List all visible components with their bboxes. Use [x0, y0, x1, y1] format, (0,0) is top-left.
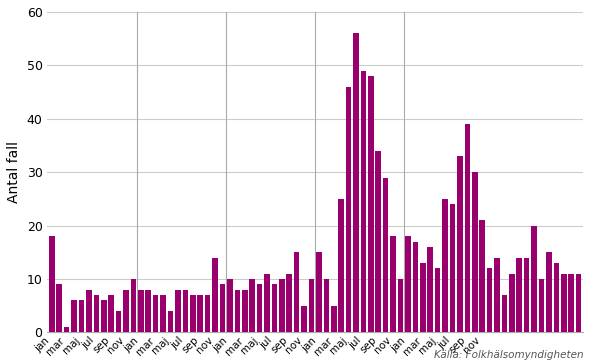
Bar — [64, 327, 70, 332]
Bar — [353, 33, 359, 332]
Bar — [360, 71, 366, 332]
Bar — [227, 279, 232, 332]
Bar — [182, 290, 188, 332]
Bar — [153, 295, 159, 332]
Bar — [287, 274, 292, 332]
Bar — [49, 236, 55, 332]
Bar — [383, 178, 388, 332]
Bar — [190, 295, 195, 332]
Bar — [257, 284, 263, 332]
Bar — [212, 258, 218, 332]
Bar — [309, 279, 314, 332]
Bar — [294, 252, 300, 332]
Bar — [146, 290, 151, 332]
Bar — [450, 204, 455, 332]
Bar — [502, 295, 507, 332]
Bar — [57, 284, 62, 332]
Bar — [420, 263, 425, 332]
Bar — [339, 199, 344, 332]
Bar — [375, 151, 381, 332]
Bar — [130, 279, 136, 332]
Bar — [331, 306, 336, 332]
Bar — [271, 284, 277, 332]
Bar — [116, 311, 122, 332]
Bar — [86, 290, 91, 332]
Bar — [301, 306, 307, 332]
Bar — [279, 279, 284, 332]
Bar — [568, 274, 574, 332]
Bar — [168, 311, 173, 332]
Bar — [479, 220, 485, 332]
Bar — [516, 258, 522, 332]
Bar — [442, 199, 448, 332]
Bar — [250, 279, 255, 332]
Bar — [398, 279, 404, 332]
Bar — [509, 274, 514, 332]
Bar — [219, 284, 225, 332]
Bar — [435, 268, 440, 332]
Bar — [539, 279, 545, 332]
Bar — [561, 274, 566, 332]
Bar — [368, 76, 373, 332]
Bar — [391, 236, 396, 332]
Bar — [532, 226, 537, 332]
Bar — [487, 268, 492, 332]
Bar — [123, 290, 129, 332]
Bar — [494, 258, 500, 332]
Text: Källa: Folkhälsomyndigheten: Källa: Folkhälsomyndigheten — [434, 351, 584, 360]
Y-axis label: Antal fall: Antal fall — [7, 141, 21, 203]
Bar — [138, 290, 143, 332]
Bar — [71, 300, 77, 332]
Bar — [205, 295, 211, 332]
Bar — [524, 258, 529, 332]
Bar — [546, 252, 552, 332]
Bar — [94, 295, 99, 332]
Bar — [264, 274, 270, 332]
Bar — [160, 295, 166, 332]
Bar — [472, 172, 477, 332]
Bar — [427, 247, 433, 332]
Bar — [553, 263, 559, 332]
Bar — [175, 290, 181, 332]
Bar — [464, 124, 470, 332]
Bar — [109, 295, 114, 332]
Bar — [405, 236, 411, 332]
Bar — [412, 242, 418, 332]
Bar — [78, 300, 84, 332]
Bar — [576, 274, 581, 332]
Bar — [242, 290, 247, 332]
Bar — [346, 87, 352, 332]
Bar — [101, 300, 107, 332]
Bar — [323, 279, 329, 332]
Bar — [234, 290, 240, 332]
Bar — [316, 252, 322, 332]
Bar — [198, 295, 203, 332]
Bar — [457, 156, 463, 332]
